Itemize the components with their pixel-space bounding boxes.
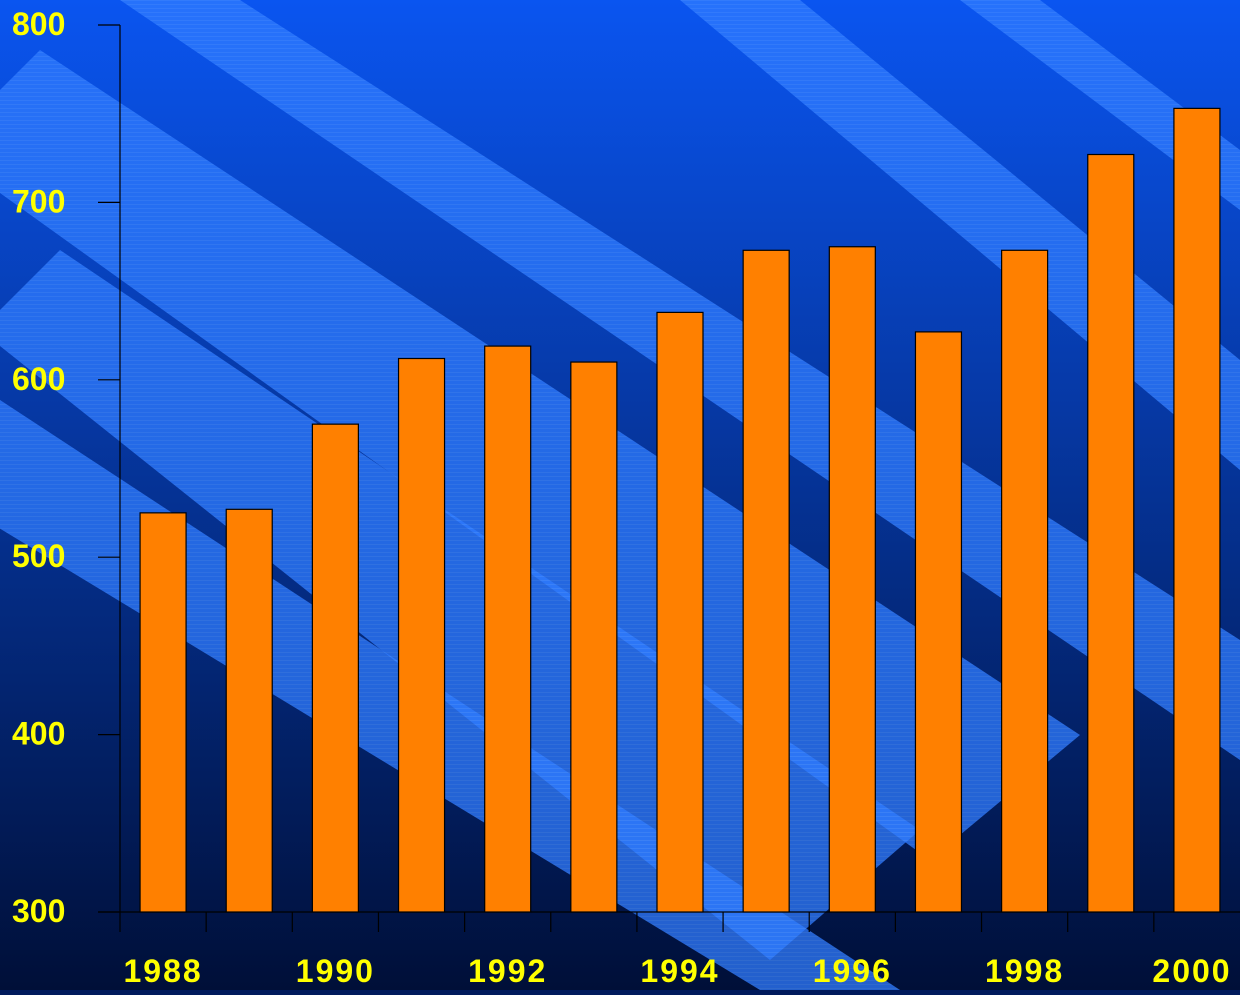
y-tick-label: 700 <box>12 183 65 219</box>
y-tick-labels: 300 400 500 600 700 800 <box>12 6 65 929</box>
y-tick-label: 300 <box>12 893 65 929</box>
x-tick-label: 1996 <box>813 953 892 989</box>
bar-1994 <box>656 311 704 913</box>
background-stripe <box>960 0 1240 210</box>
bar-1993 <box>570 361 618 913</box>
axes <box>98 24 1240 932</box>
bar-1990 <box>311 423 359 913</box>
y-tick-label: 400 <box>12 716 65 752</box>
bar-1996 <box>828 246 876 913</box>
y-tick-label: 800 <box>12 6 65 42</box>
bar-1999 <box>1087 153 1135 913</box>
bar-1988 <box>139 512 187 913</box>
x-tick-label: 1994 <box>640 953 719 989</box>
bar-1997 <box>914 331 963 913</box>
bar-1991 <box>397 357 446 913</box>
x-tick-label: 1988 <box>123 953 202 989</box>
y-tick-label: 600 <box>12 361 65 397</box>
bar-1998 <box>1001 249 1049 913</box>
y-tick-label: 500 <box>12 538 65 574</box>
bar-1995 <box>742 249 790 913</box>
bar-2000 <box>1173 107 1221 913</box>
background-stripe <box>0 50 1080 860</box>
x-tick-label: 1992 <box>468 953 547 989</box>
bar-1992 <box>484 345 532 913</box>
x-tick-label: 2000 <box>1152 953 1231 989</box>
bar-1989 <box>225 508 273 913</box>
x-tick-label: 1990 <box>296 953 375 989</box>
bars <box>139 107 1221 913</box>
x-tick-labels: 1988 1990 1992 1994 1996 1998 2000 <box>123 953 1231 989</box>
x-tick-label: 1998 <box>985 953 1064 989</box>
